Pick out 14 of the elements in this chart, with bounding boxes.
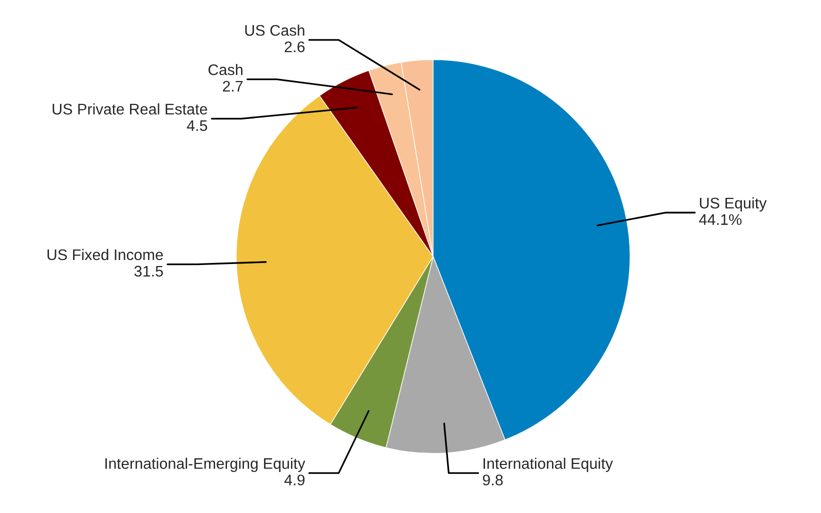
data-label: 2.7 bbox=[222, 80, 243, 92]
data-label: 44.1% bbox=[699, 214, 742, 225]
data-label: 4.9 bbox=[284, 474, 305, 486]
slice-label: Cash bbox=[208, 64, 242, 76]
slice-label: US Cash bbox=[245, 24, 304, 36]
slice-label: International Equity bbox=[484, 458, 613, 472]
slice-label: US Fixed Income bbox=[48, 248, 163, 260]
slice-label: US Private Real Estate bbox=[52, 103, 208, 115]
slice-label: International-Emerging Equity bbox=[105, 458, 306, 472]
slice-label: US Equity bbox=[700, 197, 767, 212]
data-label: 2.6 bbox=[284, 41, 305, 52]
data-label: 31.5 bbox=[134, 266, 163, 277]
data-label: 4.5 bbox=[186, 120, 208, 132]
data-label: 9.8 bbox=[482, 474, 503, 486]
